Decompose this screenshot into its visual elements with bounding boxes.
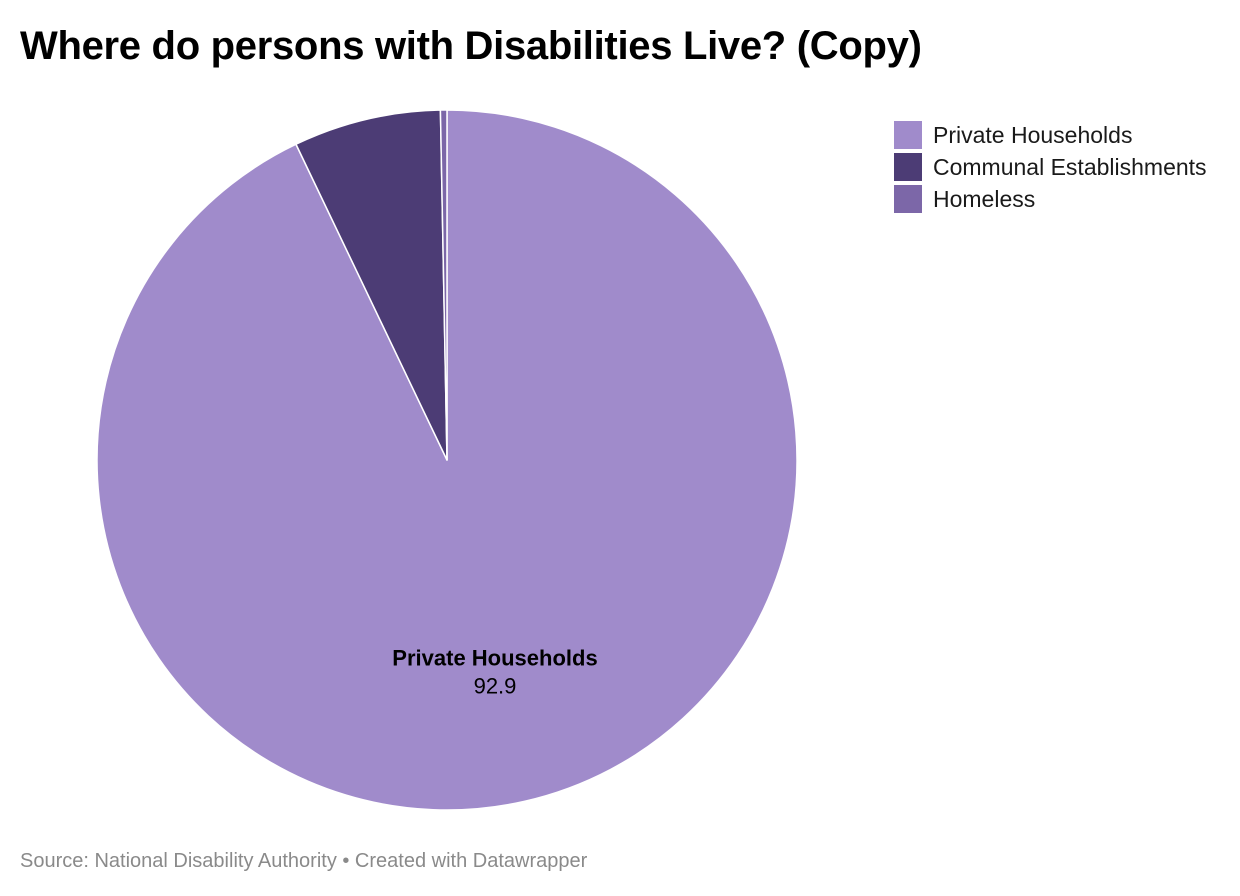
slice-label-name: Private Households — [392, 646, 597, 671]
pie-slices — [96, 109, 798, 811]
slice-label-value: 92.9 — [474, 674, 517, 699]
source-note: Source: National Disability Authority • … — [20, 850, 588, 872]
legend-swatch — [894, 185, 922, 213]
legend: Private Households Communal Establishmen… — [894, 119, 1207, 215]
chart-title: Where do persons with Disabilities Live?… — [20, 24, 922, 68]
pie-slice-homeless[interactable] — [439, 109, 448, 461]
legend-label: Homeless — [933, 185, 1036, 212]
legend-swatch — [894, 153, 922, 181]
legend-swatch — [894, 121, 922, 149]
legend-label: Private Households — [933, 121, 1133, 148]
legend-item-homeless[interactable]: Homeless — [894, 183, 1207, 215]
pie-labels: Private Households 92.9 — [392, 646, 597, 699]
legend-item-communal-establishments[interactable]: Communal Establishments — [894, 151, 1207, 183]
legend-label: Communal Establishments — [933, 153, 1207, 180]
legend-item-private-households[interactable]: Private Households — [894, 119, 1207, 151]
pie-slice-communal-establishments[interactable] — [295, 109, 448, 461]
